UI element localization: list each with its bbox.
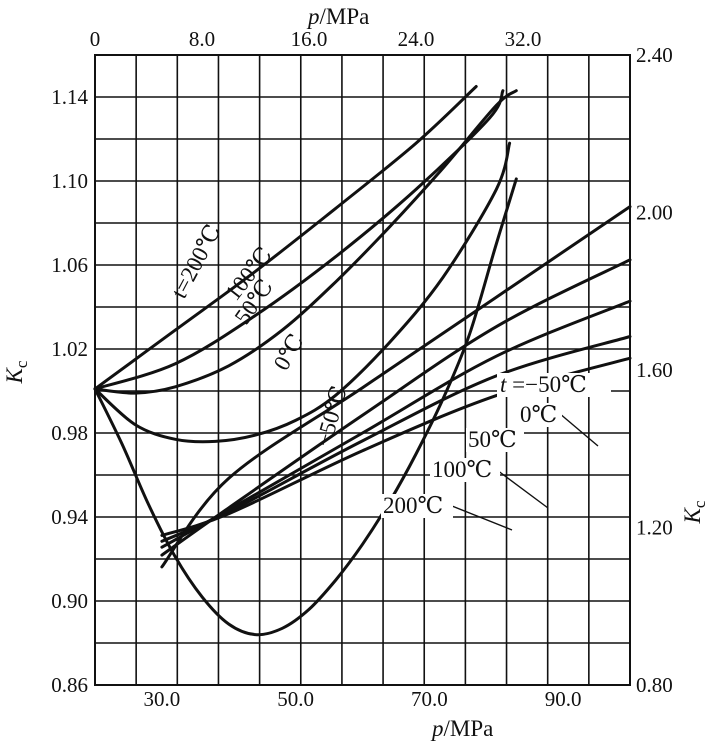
label-hp-minus50: t =−50℃ (500, 372, 587, 397)
left-tick-label: 1.02 (51, 337, 88, 361)
left-axis-subscript: c (12, 360, 31, 368)
right-tick-label: 2.40 (636, 43, 673, 67)
left-tick-label: 1.14 (51, 85, 88, 109)
bottom-tick-label: 50.0 (277, 687, 314, 711)
leader-line-200 (451, 505, 513, 531)
top-axis-symbol: p (306, 4, 320, 29)
curve-low-100 (93, 89, 505, 391)
bottom-tick-label: 90.0 (545, 687, 582, 711)
bottom-axis-symbol: p (430, 716, 444, 741)
right-tick-label: 1.20 (636, 516, 673, 540)
axes (94, 54, 631, 686)
left-axis-title: Kc (2, 360, 31, 384)
right-tick-label: 0.80 (636, 673, 673, 697)
top-tick-label: 24.0 (398, 27, 435, 51)
right-tick-label: 2.00 (636, 201, 673, 225)
bottom-tick-label: 30.0 (144, 687, 181, 711)
bottom-axis-title: p/MPa (430, 716, 493, 741)
left-tick-label: 0.86 (51, 673, 88, 697)
label-hp-t-symbol: t (500, 372, 507, 397)
curves (93, 85, 632, 637)
right-axis-symbol: K (680, 506, 705, 524)
curve-high--50 (160, 205, 632, 569)
top-axis-unit: /MPa (320, 4, 370, 29)
top-tick-label: 16.0 (291, 27, 328, 51)
left-tick-label: 0.94 (51, 505, 88, 529)
label-bg-hp-100 (430, 458, 500, 482)
tick-labels: 0 8.0 16.0 24.0 32.0 30.0 50.0 70.0 90.0 0.86 0.90… (51, 27, 673, 711)
label-hp-0: 0℃ (520, 402, 557, 427)
high-pressure-labels: t =−50℃ 0℃ 50℃ 100℃ 200℃ (381, 372, 611, 518)
left-tick-label: 0.98 (51, 421, 88, 445)
curve-low--50 (93, 177, 518, 637)
label-bg-hp-0 (518, 403, 562, 427)
label-bg-hp-minus50 (497, 373, 611, 397)
leader-line-0 (558, 412, 599, 447)
label-hp-t-rest: =−50℃ (506, 372, 586, 397)
right-tick-label: 1.60 (636, 358, 673, 382)
label-hp-200: 200℃ (383, 493, 443, 518)
top-axis-title: p/MPa (306, 4, 369, 29)
top-tick-label: 32.0 (505, 27, 542, 51)
top-tick-label: 8.0 (189, 27, 215, 51)
curve-low-200 (93, 85, 478, 391)
top-tick-label: 0 (90, 27, 101, 51)
grid (95, 55, 630, 685)
left-tick-label: 1.06 (51, 253, 88, 277)
left-tick-label: 0.90 (51, 589, 88, 613)
label-hp-100: 100℃ (432, 457, 492, 482)
bottom-axis-unit: /MPa (444, 716, 494, 741)
label-hp-50: 50℃ (468, 427, 517, 452)
plot-frame (94, 54, 631, 686)
right-axis-title: Kc (680, 500, 709, 524)
label-bg-hp-200 (381, 494, 453, 518)
label-t200: t=200℃ (166, 220, 225, 302)
leader-line-100 (496, 469, 549, 509)
curve-low-0 (93, 141, 512, 444)
right-axis-subscript: c (690, 500, 709, 508)
label-bg-hp-50 (466, 428, 524, 452)
left-axis-symbol: K (2, 366, 27, 384)
bottom-tick-label: 70.0 (411, 687, 448, 711)
left-tick-label: 1.10 (51, 169, 88, 193)
curve-low-50 (93, 89, 518, 395)
